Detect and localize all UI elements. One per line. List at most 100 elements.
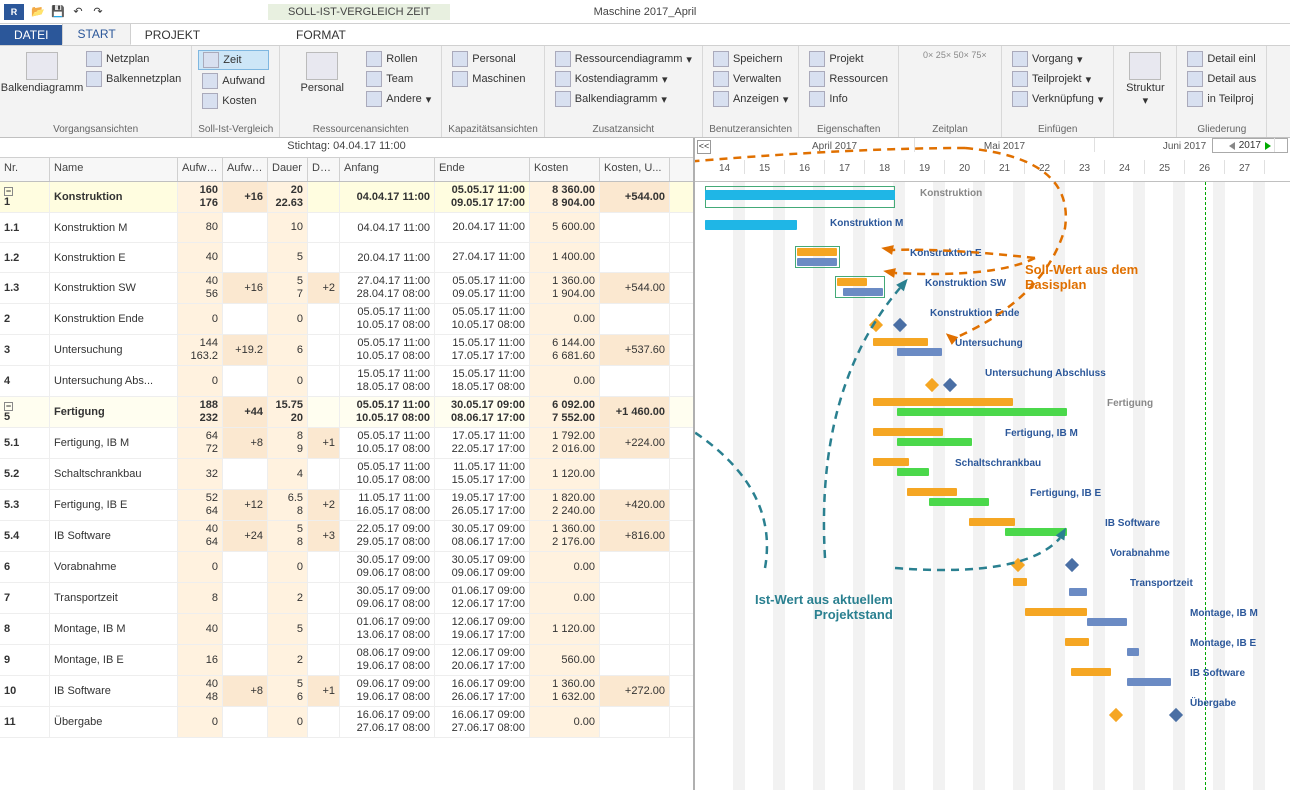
milestone-diamond[interactable]	[1011, 558, 1025, 572]
gantt-row[interactable]: Konstruktion SW	[695, 272, 1290, 302]
btn-balkendiagramm2[interactable]: Balkendiagramm ▾	[551, 90, 696, 108]
gantt-row[interactable]: Fertigung, IB M	[695, 422, 1290, 452]
table-row[interactable]: 1.2Konstruktion E40520.04.17 11:0027.04.…	[0, 243, 693, 273]
gantt-bar[interactable]	[969, 518, 1015, 526]
gantt-row[interactable]: Fertigung	[695, 392, 1290, 422]
gantt-bar[interactable]	[797, 248, 837, 256]
milestone-diamond[interactable]	[869, 318, 883, 332]
gantt-bar[interactable]	[797, 258, 837, 266]
btn-detail-ein[interactable]: Detail einl	[1183, 50, 1260, 68]
table-row[interactable]: 5.1Fertigung, IB M6472+889+105.05.17 11:…	[0, 428, 693, 459]
gantt-bar[interactable]	[929, 498, 989, 506]
gantt-bar[interactable]	[1071, 668, 1111, 676]
tab-start[interactable]: START	[62, 23, 130, 45]
gantt-row[interactable]: Schaltschrankbau	[695, 452, 1290, 482]
btn-team[interactable]: Team	[362, 70, 435, 88]
btn-teilprojekt[interactable]: Teilprojekt ▾	[1008, 70, 1107, 88]
milestone-diamond[interactable]	[1169, 708, 1183, 722]
zp2-icon[interactable]	[905, 66, 921, 80]
gantt-bar[interactable]	[705, 220, 797, 230]
table-row[interactable]: 3Untersuchung144163.2+19.2605.05.17 11:0…	[0, 335, 693, 366]
btn-speichern[interactable]: Speichern	[709, 50, 792, 68]
btn-ressourcen[interactable]: Ressourcen	[805, 70, 892, 88]
gantt-row[interactable]: IB Software	[695, 512, 1290, 542]
gantt-bar[interactable]	[1005, 528, 1067, 536]
gantt-row[interactable]: Montage, IB E	[695, 632, 1290, 662]
qat-undo-icon[interactable]: ↶	[69, 3, 87, 21]
gantt-bar[interactable]	[1065, 638, 1089, 646]
gantt-bar[interactable]	[897, 468, 929, 476]
gantt-row[interactable]: Konstruktion Ende	[695, 302, 1290, 332]
table-row[interactable]: −5Fertigung188232+4415.752005.05.17 11:0…	[0, 397, 693, 428]
zp-icon[interactable]	[905, 50, 921, 64]
col-header[interactable]: Dauer	[268, 158, 308, 181]
gantt-row[interactable]: Untersuchung Abschluss	[695, 362, 1290, 392]
col-header[interactable]: Aufwa...	[223, 158, 268, 181]
btn-kostendiagramm[interactable]: Kostendiagramm ▾	[551, 70, 696, 88]
btn-balkendiagramm[interactable]: Balkendiagramm	[6, 48, 78, 94]
btn-in-teilproj[interactable]: in Teilproj	[1183, 90, 1260, 108]
gantt-bar[interactable]	[873, 338, 928, 346]
milestone-diamond[interactable]	[1109, 708, 1123, 722]
table-row[interactable]: 4Untersuchung Abs...0015.05.17 11:0018.0…	[0, 366, 693, 397]
gantt-bar[interactable]	[873, 428, 943, 436]
btn-verwalten[interactable]: Verwalten	[709, 70, 792, 88]
btn-rollen[interactable]: Rollen	[362, 50, 435, 68]
milestone-diamond[interactable]	[1065, 558, 1079, 572]
btn-netzplan[interactable]: Netzplan	[82, 50, 185, 68]
btn-personal-big[interactable]: Personal	[286, 48, 358, 94]
col-header[interactable]: Name	[50, 158, 178, 181]
btn-anzeigen[interactable]: Anzeigen ▾	[709, 90, 792, 108]
gantt-bar[interactable]	[1069, 588, 1087, 596]
table-row[interactable]: 7Transportzeit8230.05.17 09:0009.06.17 0…	[0, 583, 693, 614]
gantt-row[interactable]: Untersuchung	[695, 332, 1290, 362]
gantt-row[interactable]: Konstruktion	[695, 182, 1290, 212]
tab-format[interactable]: FORMAT	[282, 25, 360, 45]
btn-andere[interactable]: Andere ▾	[362, 90, 435, 108]
milestone-diamond[interactable]	[925, 378, 939, 392]
expand-icon[interactable]: −	[4, 187, 13, 196]
gantt-row[interactable]: Fertigung, IB E	[695, 482, 1290, 512]
milestone-diamond[interactable]	[943, 378, 957, 392]
zp3-icon[interactable]	[923, 66, 939, 80]
qat-open-icon[interactable]: 📂	[29, 3, 47, 21]
gantt-bar[interactable]	[705, 190, 895, 200]
btn-detail-aus[interactable]: Detail aus	[1183, 70, 1260, 88]
gantt-row[interactable]: IB Software	[695, 662, 1290, 692]
gantt-bar[interactable]	[907, 488, 957, 496]
btn-personal[interactable]: Personal	[448, 50, 529, 68]
tab-datei[interactable]: DATEI	[0, 25, 62, 45]
table-body[interactable]: −1Konstruktion160176+162022.6304.04.17 1…	[0, 182, 693, 790]
btn-aufwand[interactable]: Aufwand	[198, 72, 269, 90]
gantt-bar[interactable]	[843, 288, 883, 296]
table-row[interactable]: 1.3Konstruktion SW4056+1657+227.04.17 11…	[0, 273, 693, 304]
col-header[interactable]: Anfang	[340, 158, 435, 181]
gantt-bar[interactable]	[897, 438, 972, 446]
collapse-splitter-button[interactable]: <<	[697, 140, 711, 154]
btn-balkennetzplan[interactable]: Balkennetzplan	[82, 70, 185, 88]
table-row[interactable]: 5.3Fertigung, IB E5264+126.58+211.05.17 …	[0, 490, 693, 521]
table-row[interactable]: 8Montage, IB M40501.06.17 09:0013.06.17 …	[0, 614, 693, 645]
gantt-bar[interactable]	[1087, 618, 1127, 626]
table-row[interactable]: 6Vorabnahme0030.05.17 09:0009.06.17 08:0…	[0, 552, 693, 583]
gantt-bar[interactable]	[1025, 608, 1087, 616]
col-header[interactable]: Kosten	[530, 158, 600, 181]
btn-info[interactable]: Info	[805, 90, 892, 108]
gantt-bar[interactable]	[1013, 578, 1027, 586]
gantt-bar[interactable]	[897, 348, 942, 356]
table-row[interactable]: 2Konstruktion Ende0005.05.17 11:0010.05.…	[0, 304, 693, 335]
gantt-bar[interactable]	[873, 458, 909, 466]
table-row[interactable]: 11Übergabe0016.06.17 09:0027.06.17 08:00…	[0, 707, 693, 738]
milestone-diamond[interactable]	[893, 318, 907, 332]
table-row[interactable]: 9Montage, IB E16208.06.17 09:0019.06.17 …	[0, 645, 693, 676]
gantt-bar[interactable]	[873, 398, 1013, 406]
col-header[interactable]: Ende	[435, 158, 530, 181]
gantt-bar[interactable]	[837, 278, 867, 286]
col-header[interactable]: Dau...	[308, 158, 340, 181]
gantt-bar[interactable]	[897, 408, 1067, 416]
qat-save-icon[interactable]: 💾	[49, 3, 67, 21]
btn-zeit[interactable]: Zeit	[198, 50, 269, 70]
btn-kosten[interactable]: Kosten	[198, 92, 269, 110]
gantt-row[interactable]: Konstruktion M	[695, 212, 1290, 242]
gantt-body[interactable]: KonstruktionKonstruktion M Konstruktion E…	[695, 182, 1290, 790]
